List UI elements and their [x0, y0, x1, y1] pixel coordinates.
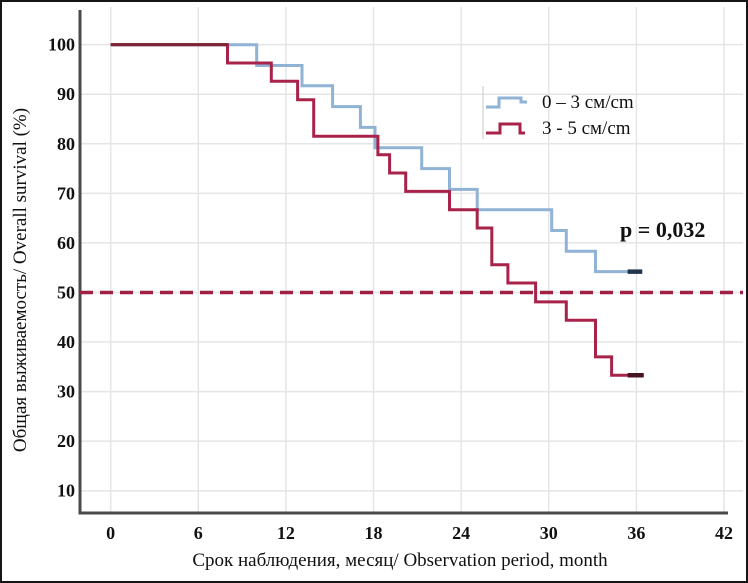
- y-tick-label: 20: [57, 431, 75, 451]
- y-tick-label: 80: [57, 134, 75, 154]
- legend-line-sample-blue: [486, 96, 527, 109]
- y-tick-label: 10: [57, 481, 75, 501]
- x-tick-label: 6: [194, 523, 203, 543]
- legend-label-0-3cm: 0 – 3 см/cm: [542, 92, 634, 113]
- p-value-annotation: p = 0,032: [620, 217, 705, 242]
- x-tick-label: 18: [365, 523, 383, 543]
- legend-line-sample-red: [486, 122, 525, 135]
- y-tick-label: 70: [57, 183, 75, 203]
- survival-curve-0-3cm: [110, 43, 643, 274]
- x-tick-label: 12: [277, 523, 295, 543]
- tick-labels: 0 6 12 18 24 30 36 42 10 20 30 40 50 60 70 80 90 100: [48, 35, 733, 543]
- legend-label-3-5cm: 3 - 5 см/cm: [542, 118, 631, 139]
- x-tick-label: 42: [715, 523, 733, 543]
- x-tick-label: 0: [106, 523, 115, 543]
- x-tick-label: 30: [540, 523, 558, 543]
- survival-curve-3-5cm: [110, 43, 644, 377]
- y-tick-label: 60: [57, 233, 75, 253]
- y-tick-label: 40: [57, 332, 75, 352]
- legend: 0 – 3 см/cm 3 - 5 см/cm: [482, 86, 634, 139]
- x-tick-label: 24: [452, 523, 470, 543]
- x-tick-label: 36: [627, 523, 645, 543]
- x-axis-title: Срок наблюдения, месяц/ Observation peri…: [192, 550, 608, 571]
- series-curves: [110, 43, 644, 378]
- y-axis-title: Общая выживаемость/ Overall survival (%): [10, 108, 31, 452]
- gridlines: [80, 7, 743, 513]
- y-tick-label: 100: [48, 35, 75, 55]
- y-tick-label: 30: [57, 382, 75, 402]
- y-tick-label: 90: [57, 84, 75, 104]
- y-tick-label: 50: [57, 282, 75, 302]
- axes: [78, 10, 728, 515]
